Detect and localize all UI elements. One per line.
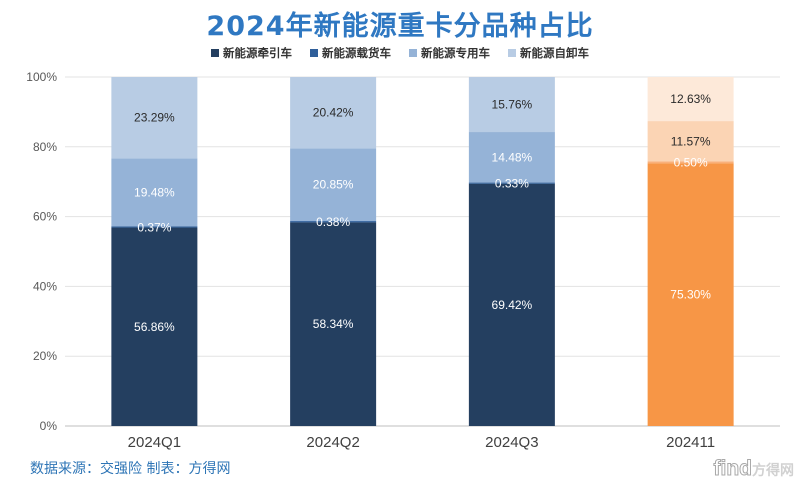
legend: 新能源牵引车 新能源载货车 新能源专用车 新能源自卸车 — [0, 45, 800, 61]
bar-segment — [647, 77, 734, 122]
legend-swatch — [211, 49, 219, 57]
bar-segment — [468, 183, 555, 426]
bar-segment — [647, 163, 734, 426]
data-label: 0.50% — [674, 155, 708, 169]
chart-title: 2024年新能源重卡分品种占比 — [206, 11, 594, 42]
legend-label: 新能源载货车 — [322, 46, 391, 60]
bar-segment — [290, 148, 377, 222]
legend-item-dump[interactable]: 新能源自卸车 — [508, 45, 589, 61]
legend-item-tractor[interactable]: 新能源牵引车 — [211, 45, 292, 61]
data-label: 15.76% — [492, 98, 533, 112]
bar-segment — [647, 161, 734, 164]
bar-segment — [468, 182, 555, 184]
data-source-note: 数据来源：交强险 制表：方得网 — [30, 461, 231, 477]
data-label: 0.38% — [316, 215, 350, 229]
y-tick-label: 20% — [33, 349, 57, 363]
category-label: 2024Q3 — [485, 434, 538, 451]
legend-swatch — [508, 49, 516, 57]
data-label: 0.37% — [137, 220, 171, 234]
watermark-logo: find方得网 — [713, 457, 794, 481]
legend-label: 新能源牵引车 — [223, 46, 292, 60]
data-label: 12.63% — [670, 92, 711, 106]
y-tick-label: 40% — [33, 279, 57, 293]
bar-segment — [290, 222, 377, 426]
bar-segment — [111, 77, 198, 159]
data-label: 19.48% — [134, 185, 175, 199]
y-tick-label: 0% — [40, 419, 58, 433]
data-label: 23.29% — [134, 111, 175, 125]
category-label: 2024Q1 — [128, 434, 181, 451]
y-tick-label: 100% — [26, 70, 57, 84]
bar-segment — [290, 221, 377, 223]
legend-swatch — [310, 49, 318, 57]
watermark-cn: 方得网 — [752, 462, 794, 478]
bar-segment — [111, 227, 198, 426]
bar-segment — [290, 77, 377, 149]
data-label: 0.33% — [495, 177, 529, 191]
category-label: 2024Q2 — [306, 434, 359, 451]
legend-item-cargo[interactable]: 新能源载货车 — [310, 45, 391, 61]
watermark-latin: find — [713, 457, 752, 481]
legend-label: 新能源专用车 — [421, 46, 490, 60]
category-label: 202411 — [666, 434, 715, 451]
legend-item-special[interactable]: 新能源专用车 — [409, 45, 490, 61]
bar-segment — [111, 158, 198, 227]
data-label: 75.30% — [670, 288, 711, 302]
bar-segment — [111, 226, 198, 228]
bar-segment — [647, 121, 734, 162]
y-tick-label: 80% — [33, 140, 57, 154]
data-label: 14.48% — [492, 150, 533, 164]
data-label: 56.86% — [134, 320, 175, 334]
data-label: 11.57% — [671, 134, 711, 148]
y-tick-label: 60% — [33, 210, 57, 224]
data-label: 20.42% — [313, 106, 354, 120]
legend-swatch — [409, 49, 417, 57]
bar-segment — [468, 132, 555, 183]
data-label: 69.42% — [492, 298, 533, 312]
data-label: 58.34% — [313, 317, 354, 331]
bar-segment — [468, 77, 555, 133]
legend-label: 新能源自卸车 — [520, 46, 589, 60]
data-label: 20.85% — [313, 178, 354, 192]
